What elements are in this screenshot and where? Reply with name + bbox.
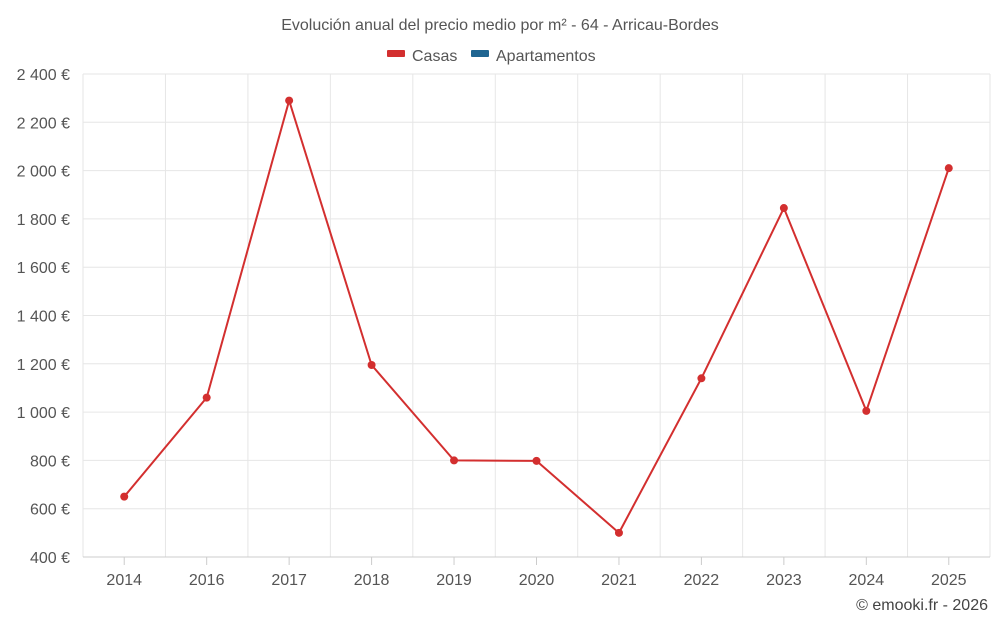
y-tick-label: 600 €	[30, 502, 70, 519]
x-tick-label: 2021	[601, 572, 637, 589]
x-tick-label: 2019	[436, 572, 472, 589]
y-tick-label: 800 €	[30, 453, 70, 470]
chart-title: Evolución anual del precio medio por m² …	[281, 17, 719, 34]
y-tick-label: 1 000 €	[17, 405, 70, 422]
data-point[interactable]	[944, 164, 953, 173]
data-point[interactable]	[285, 96, 294, 105]
x-tick-label: 2014	[106, 572, 142, 589]
legend-swatch-apartamentos	[471, 50, 489, 57]
y-tick-label: 400 €	[30, 550, 70, 567]
x-tick-label: 2025	[931, 572, 967, 589]
data-point[interactable]	[862, 406, 871, 415]
y-tick-label: 2 000 €	[17, 164, 70, 181]
legend-item-apartamentos[interactable]: Apartamentos	[471, 48, 596, 65]
legend-item-casas[interactable]: Casas	[387, 48, 457, 65]
y-tick-label: 2 400 €	[17, 67, 70, 84]
legend-label-casas: Casas	[412, 48, 457, 65]
y-tick-label: 2 200 €	[17, 115, 70, 132]
data-point[interactable]	[779, 204, 788, 213]
data-point[interactable]	[202, 393, 211, 402]
legend-label-apartamentos: Apartamentos	[496, 48, 596, 65]
x-tick-label: 2023	[766, 572, 802, 589]
legend-swatch-casas	[387, 50, 405, 57]
x-tick-label: 2024	[849, 572, 885, 589]
x-tick-label: 2022	[684, 572, 720, 589]
axes: 400 € 600 € 800 € 1 000 € 1 200 € 1 400 € 1 60…	[17, 67, 990, 589]
data-point[interactable]	[697, 374, 706, 383]
x-tick-label: 2017	[271, 572, 307, 589]
x-tick-label: 2016	[189, 572, 225, 589]
data-point[interactable]	[532, 456, 541, 465]
legend: Casas Apartamentos	[387, 48, 596, 65]
x-tick-label: 2018	[354, 572, 390, 589]
series-casas	[120, 96, 953, 537]
data-point[interactable]	[450, 456, 459, 465]
y-tick-label: 1 400 €	[17, 309, 70, 326]
x-tick-label: 2020	[519, 572, 555, 589]
data-point[interactable]	[614, 528, 623, 537]
grid	[82, 73, 991, 557]
data-point[interactable]	[120, 492, 129, 501]
data-point[interactable]	[367, 361, 376, 370]
y-tick-label: 1 200 €	[17, 357, 70, 374]
y-tick-label: 1 600 €	[17, 260, 70, 277]
y-tick-label: 1 800 €	[17, 212, 70, 229]
credit-text: © emooki.fr - 2026	[856, 597, 988, 614]
